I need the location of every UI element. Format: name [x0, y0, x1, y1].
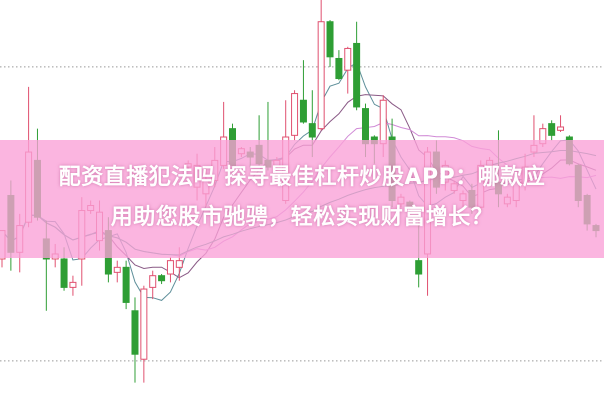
candle-body — [557, 126, 565, 131]
candle-body — [122, 266, 130, 303]
candle-body — [361, 108, 369, 145]
candle-body — [379, 99, 387, 145]
candle-body — [344, 47, 352, 71]
candle-body — [140, 288, 148, 360]
candle-body — [131, 310, 139, 355]
candle-body — [326, 21, 334, 58]
candle-body — [415, 260, 423, 275]
candle-body — [69, 281, 77, 288]
candle-body — [317, 21, 325, 130]
candle-body — [149, 275, 157, 288]
candle-body — [548, 123, 556, 136]
headline-banner — [0, 140, 604, 258]
headline-line-2: 用助您股市驰骋，轻松实现财富增长？ — [110, 205, 494, 230]
candle-body — [353, 42, 361, 108]
candle-body — [166, 260, 174, 275]
candle-body — [308, 123, 316, 138]
candle-body — [175, 260, 183, 268]
candle-body — [299, 99, 307, 123]
candle-body — [60, 258, 68, 288]
candle-body — [113, 266, 121, 273]
candle-body — [291, 93, 299, 136]
headline-line-1: 配资直播犯法吗 探寻最佳杠杆炒股APP：哪款应 — [58, 165, 546, 190]
candle-body — [158, 275, 166, 282]
candle-body — [335, 57, 343, 80]
headline: 配资直播犯法吗 探寻最佳杠杆炒股APP：哪款应 用助您股市驰骋，轻松实现财富增长… — [0, 158, 604, 238]
